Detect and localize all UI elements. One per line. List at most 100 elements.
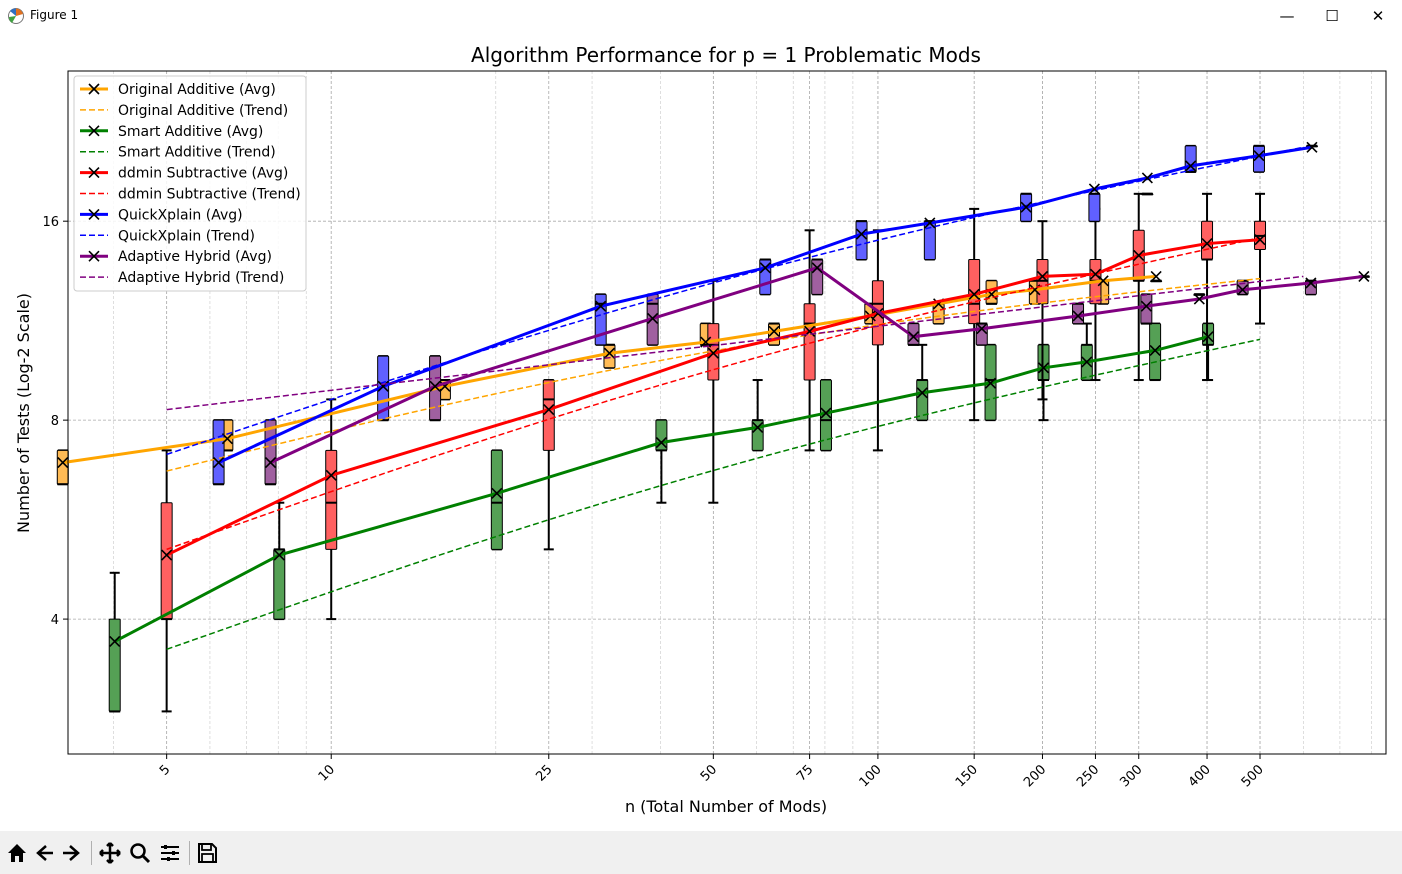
box-body xyxy=(490,449,503,550)
avg-line xyxy=(114,335,1209,643)
avg-marker xyxy=(221,433,233,445)
box-body xyxy=(212,419,225,485)
avg-marker xyxy=(811,262,823,274)
avg-marker xyxy=(707,347,719,359)
box-body xyxy=(542,379,555,451)
trend-line xyxy=(166,275,1304,411)
forward-button[interactable] xyxy=(58,839,86,867)
avg-marker xyxy=(984,377,997,389)
legend-marker xyxy=(88,250,100,262)
trend-line xyxy=(166,338,1261,651)
avg-marker xyxy=(377,380,389,392)
legend-marker xyxy=(88,167,100,179)
avg-marker xyxy=(109,635,121,648)
avg-marker xyxy=(429,380,441,392)
avg-marker xyxy=(1020,201,1032,213)
axes-frame xyxy=(67,70,1387,755)
y-tick-label: 16 xyxy=(42,215,59,230)
avg-line xyxy=(62,274,1157,465)
avg-marker xyxy=(924,217,936,229)
back-icon xyxy=(36,845,53,861)
y-axis-label: Number of Tests (Log-2 Scale) xyxy=(14,293,33,533)
avg-marker xyxy=(273,549,285,561)
legend-label: Original Additive (Trend) xyxy=(118,103,288,119)
window-title: Figure 1 xyxy=(30,8,79,22)
minimize-button[interactable]: — xyxy=(1279,6,1295,25)
figure-canvas[interactable]: 5 10 25 50 75 100 150 200 250 300 400 500 4 8 16 Algor… xyxy=(0,31,1402,831)
avg-marker xyxy=(1088,183,1100,195)
avg-marker xyxy=(161,549,173,561)
trend-line xyxy=(166,146,1304,456)
avg-marker xyxy=(768,325,780,337)
avg-marker xyxy=(264,457,277,469)
avg-marker xyxy=(700,336,712,348)
configure-subplots-button[interactable] xyxy=(156,839,184,867)
pan-icon xyxy=(99,842,121,864)
close-button[interactable]: ✕ xyxy=(1371,6,1385,25)
maximize-button[interactable]: ☐ xyxy=(1325,6,1339,25)
avg-marker xyxy=(1141,172,1153,184)
avg-marker xyxy=(976,323,988,335)
back-button[interactable] xyxy=(30,839,58,867)
avg-marker xyxy=(1097,275,1109,287)
avg-marker xyxy=(1089,268,1102,280)
avg-marker xyxy=(820,407,832,419)
zoom-icon xyxy=(130,843,151,864)
avg-marker xyxy=(491,487,503,499)
avg-marker xyxy=(855,228,868,240)
avg-marker xyxy=(647,312,659,325)
avg-marker xyxy=(968,288,980,300)
avg-marker xyxy=(57,457,69,469)
legend-label: Smart Additive (Avg) xyxy=(118,124,263,140)
pan-button[interactable] xyxy=(96,839,124,867)
avg-line xyxy=(165,238,1261,557)
legend-label: QuickXplain (Trend) xyxy=(118,228,255,244)
avg-marker xyxy=(655,436,667,449)
legend-marker xyxy=(88,125,100,137)
matplotlib-app-icon xyxy=(8,8,24,24)
box-body xyxy=(325,449,338,550)
avg-marker xyxy=(1237,284,1249,296)
legend-marker xyxy=(88,83,100,95)
avg-marker xyxy=(325,469,337,481)
avg-marker xyxy=(1185,160,1197,172)
avg-marker xyxy=(1037,362,1050,374)
y-tick-label: 8 xyxy=(51,414,59,429)
avg-marker xyxy=(907,331,920,343)
box-body xyxy=(1088,193,1101,222)
avg-marker xyxy=(543,404,555,416)
avg-marker xyxy=(1306,141,1318,153)
toolbar-separator xyxy=(91,841,92,865)
toolbar-separator xyxy=(189,841,190,865)
avg-marker xyxy=(1193,293,1205,305)
legend-label: Adaptive Hybrid (Avg) xyxy=(118,249,272,265)
box-body xyxy=(160,502,173,620)
window-titlebar: Figure 1 — ☐ ✕ xyxy=(0,0,1402,31)
avg-line xyxy=(269,266,1365,464)
avg-marker xyxy=(1253,150,1265,162)
avg-marker xyxy=(1202,331,1214,343)
legend-frame xyxy=(73,75,307,292)
box-body xyxy=(1037,344,1050,381)
avg-marker xyxy=(603,347,616,359)
avg-marker xyxy=(1201,237,1213,250)
box-body xyxy=(108,618,121,712)
trend-line xyxy=(166,237,1261,551)
legend: Original Additive (Avg) Original Additive… xyxy=(73,75,307,292)
avg-marker xyxy=(1140,300,1152,312)
avg-marker xyxy=(213,457,225,469)
legend-label: Smart Additive (Trend) xyxy=(118,145,276,161)
avg-marker xyxy=(759,262,771,274)
save-button[interactable] xyxy=(193,839,221,867)
zoom-button[interactable] xyxy=(126,839,154,867)
home-icon xyxy=(8,844,26,862)
home-button[interactable] xyxy=(3,839,31,867)
legend-label: ddmin Subtractive (Trend) xyxy=(118,187,301,203)
avg-marker xyxy=(1133,249,1145,262)
legend-marker xyxy=(88,208,100,220)
avg-marker xyxy=(595,300,607,312)
legend-label: QuickXplain (Avg) xyxy=(118,207,243,223)
avg-line xyxy=(217,145,1313,464)
avg-marker xyxy=(1036,270,1049,282)
series-lines xyxy=(57,141,1370,651)
